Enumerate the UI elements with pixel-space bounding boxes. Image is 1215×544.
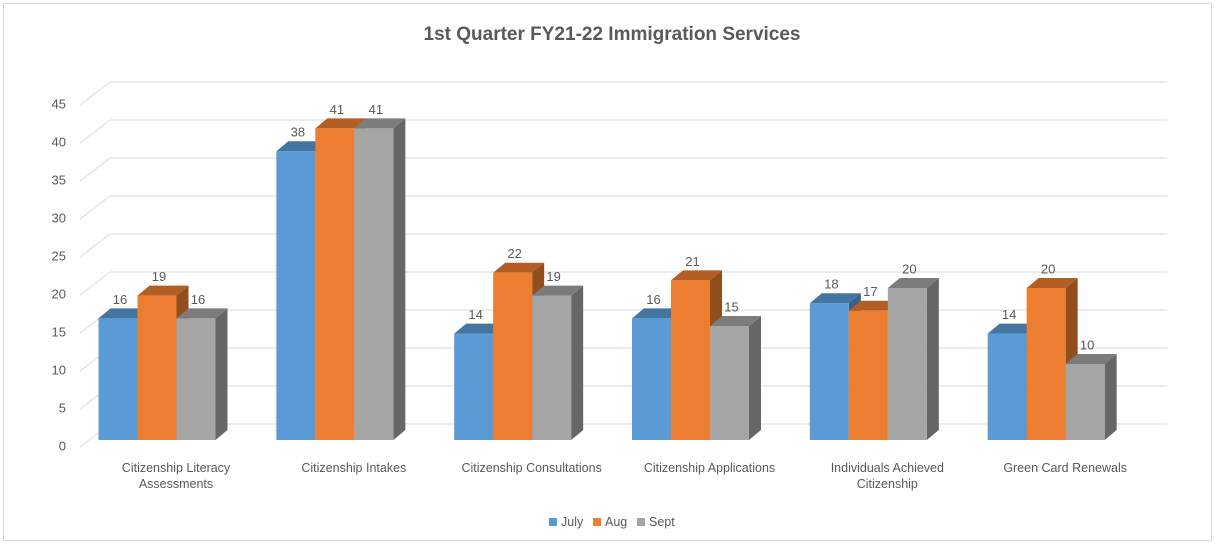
bar-side xyxy=(749,316,761,440)
legend-swatch xyxy=(549,518,557,526)
bar-top xyxy=(887,278,939,288)
bar-top xyxy=(809,293,861,304)
bar-top xyxy=(493,262,545,273)
bar-top xyxy=(1026,278,1078,288)
bar-top xyxy=(98,308,150,319)
x-tick-label: Citizenship Applications xyxy=(643,461,776,475)
bar-top xyxy=(671,270,722,281)
chart-border xyxy=(3,3,1212,541)
x-tick-label: Citizenship Consultations xyxy=(461,461,602,475)
bar xyxy=(710,326,749,440)
bar-top xyxy=(1065,354,1117,364)
data-label: 22 xyxy=(507,246,521,261)
grid-line xyxy=(79,81,111,106)
bar xyxy=(276,151,316,440)
data-label: 15 xyxy=(724,299,738,314)
bar-top xyxy=(354,118,406,129)
grid-line xyxy=(79,119,111,144)
legend-label: Aug xyxy=(605,515,628,529)
legend-item: Sept xyxy=(637,515,675,529)
bar-top xyxy=(710,316,761,326)
data-label: 20 xyxy=(1041,261,1055,276)
bar xyxy=(1026,288,1066,440)
bar-top xyxy=(848,300,900,311)
data-label: 16 xyxy=(646,292,660,307)
grid-line xyxy=(79,233,111,258)
bar-top xyxy=(454,323,506,334)
bar xyxy=(532,295,572,440)
data-label: 10 xyxy=(1080,337,1094,352)
y-tick-label: 15 xyxy=(52,324,66,339)
bar-top xyxy=(987,323,1039,334)
data-label: 19 xyxy=(546,269,560,284)
bar-side xyxy=(1104,354,1117,440)
bar xyxy=(887,288,927,440)
bar-top xyxy=(137,285,189,296)
bar-top xyxy=(176,308,228,319)
bar xyxy=(493,272,533,440)
chart-title: 1st Quarter FY21-22 Immigration Services xyxy=(424,24,801,45)
data-label: 14 xyxy=(1002,307,1016,322)
data-label: 20 xyxy=(902,261,916,276)
bar-side xyxy=(926,278,939,440)
data-label: 16 xyxy=(113,292,127,307)
y-tick-label: 0 xyxy=(59,438,66,453)
bar-top xyxy=(632,308,683,319)
legend-label: July xyxy=(561,515,584,529)
bar xyxy=(176,318,216,440)
y-tick-label: 40 xyxy=(52,134,66,149)
x-tick-label: Individuals Achieved Citizenship xyxy=(830,461,944,491)
bar-side xyxy=(571,285,584,440)
bar-top xyxy=(532,285,584,296)
bar xyxy=(987,333,1027,440)
grid-line xyxy=(79,157,111,182)
bar xyxy=(671,280,710,440)
y-tick-label: 10 xyxy=(52,362,66,377)
bar xyxy=(98,318,138,440)
y-tick-label: 35 xyxy=(52,172,66,187)
legend-item: Aug xyxy=(593,515,627,529)
bar xyxy=(848,310,888,440)
bar-side xyxy=(215,308,228,440)
x-tick-label: Citizenship Intakes xyxy=(301,461,407,475)
x-tick-label: Green Card Renewals xyxy=(1003,461,1127,475)
bar xyxy=(315,128,355,440)
y-tick-label: 20 xyxy=(52,286,66,301)
data-label: 14 xyxy=(468,307,482,322)
grid-line xyxy=(79,271,111,296)
data-label: 16 xyxy=(191,292,205,307)
y-tick-label: 45 xyxy=(52,96,66,111)
legend-swatch xyxy=(593,518,601,526)
bar-top xyxy=(276,141,328,152)
data-label: 41 xyxy=(330,102,344,117)
legend-label: Sept xyxy=(649,515,675,529)
bar xyxy=(454,333,494,440)
y-tick-label: 25 xyxy=(52,248,66,263)
bar-side xyxy=(393,118,406,441)
data-label: 21 xyxy=(685,254,699,269)
bar-top xyxy=(315,118,367,129)
bar xyxy=(137,295,177,440)
grid-line xyxy=(79,195,111,220)
y-tick-label: 30 xyxy=(52,210,66,225)
bar xyxy=(1065,364,1105,440)
bar xyxy=(632,318,671,440)
x-tick-label: Citizenship Literacy Assessments xyxy=(121,461,231,491)
data-label: 38 xyxy=(291,125,305,140)
bar xyxy=(809,303,849,440)
legend-item: July xyxy=(549,515,583,529)
legend-swatch xyxy=(637,518,645,526)
data-label: 19 xyxy=(152,269,166,284)
y-tick-label: 5 xyxy=(59,400,66,415)
data-label: 18 xyxy=(824,277,838,292)
data-label: 41 xyxy=(369,102,383,117)
data-label: 17 xyxy=(863,284,877,299)
bar xyxy=(354,128,394,440)
